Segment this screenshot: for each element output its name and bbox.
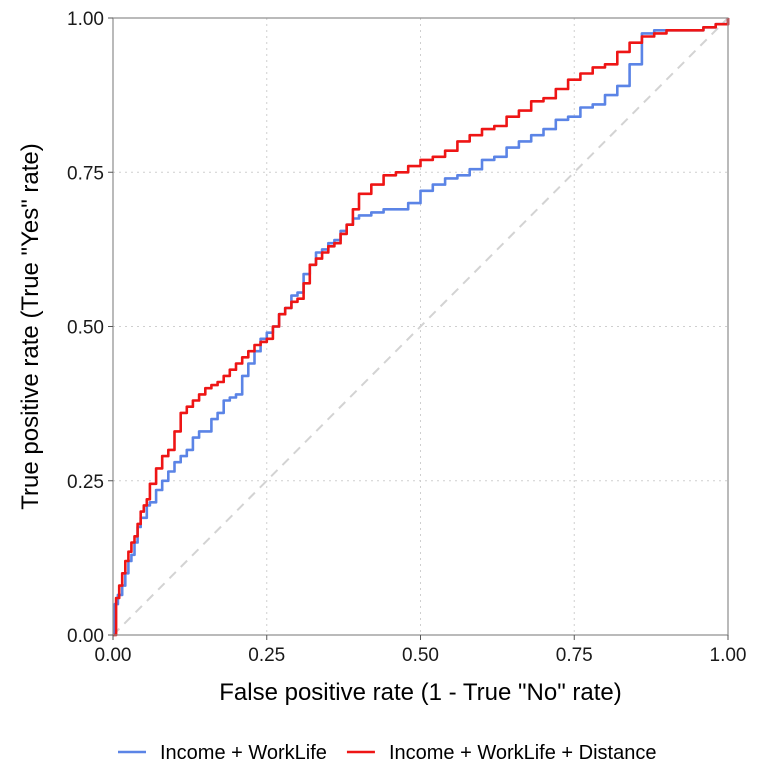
- axis-ticks: 0.00 0.25 0.50 0.75 1.00 0.00 0.25 0.50 0.75 1.00: [67, 9, 746, 666]
- legend: Income + WorkLife Income + WorkLife + Dis…: [118, 742, 656, 764]
- reference-diagonal-line: [112, 17, 729, 636]
- y-tick-label: 0.75: [67, 163, 104, 184]
- x-tick-label: 0.75: [556, 645, 593, 666]
- y-tick-label: 0.25: [67, 472, 104, 493]
- y-axis-title: True positive rate (True "Yes" rate): [17, 143, 44, 510]
- x-tick-label: 1.00: [710, 645, 747, 666]
- x-tick-label: 0.25: [248, 645, 285, 666]
- legend-label-1: Income + WorkLife: [160, 742, 327, 764]
- x-axis-title: False positive rate (1 - True "No" rate): [219, 679, 622, 706]
- series-line-2: [113, 18, 730, 637]
- x-tick-label: 0.50: [402, 645, 439, 666]
- y-tick-label: 0.00: [67, 626, 104, 647]
- legend-label-2: Income + WorkLife + Distance: [389, 742, 657, 764]
- y-tick-label: 0.50: [67, 318, 104, 339]
- y-tick-label: 1.00: [67, 9, 104, 30]
- series-layer: [113, 18, 730, 637]
- x-tick-label: 0.00: [95, 645, 132, 666]
